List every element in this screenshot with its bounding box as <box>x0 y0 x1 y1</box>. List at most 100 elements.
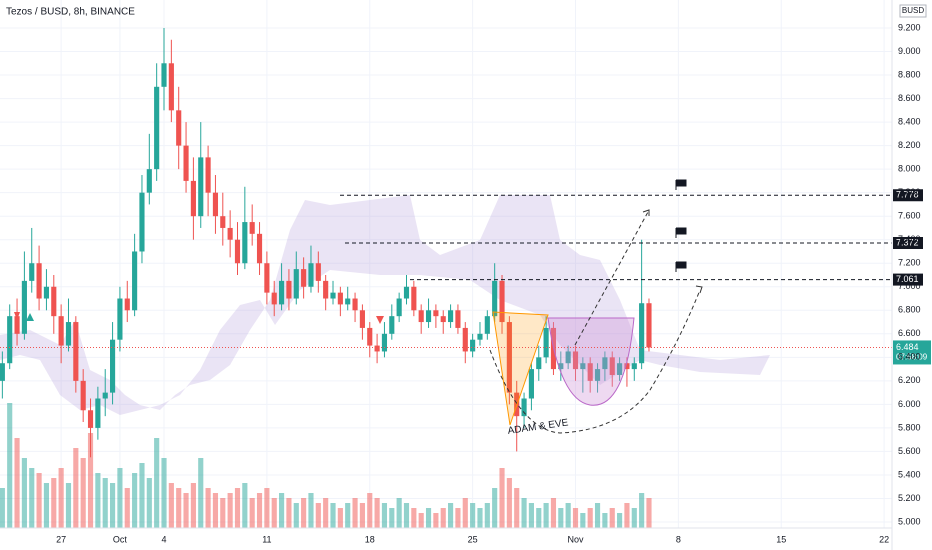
volume-bar <box>212 493 219 528</box>
volume-bar <box>543 503 549 528</box>
candle-body <box>7 316 13 364</box>
volume-bar <box>580 513 586 528</box>
candle-body <box>110 339 116 393</box>
candle-body <box>51 286 57 317</box>
flag <box>675 179 687 190</box>
candle-body <box>227 227 233 240</box>
volume-bar <box>521 498 527 528</box>
candle-body <box>279 280 285 305</box>
y-tick-label: 8.200 <box>898 140 921 150</box>
volume-bar <box>205 488 211 528</box>
x-tick-label: 25 <box>468 534 478 544</box>
candle-body <box>132 251 138 311</box>
volume-bar <box>168 483 174 528</box>
x-tick-label: 8 <box>676 534 681 544</box>
candle-body <box>176 110 182 146</box>
candle-body <box>0 363 5 381</box>
candle-body <box>639 303 645 364</box>
flag <box>675 227 687 238</box>
candle-body <box>411 286 417 311</box>
volume-bar <box>132 473 138 528</box>
volume-bar <box>301 498 307 528</box>
volume-bar <box>462 498 468 528</box>
volume-bar <box>183 493 189 528</box>
volume-bar <box>58 468 64 528</box>
candle-body <box>367 327 373 346</box>
volume-bar <box>536 508 542 528</box>
volume-bar <box>558 508 564 528</box>
candle-body <box>506 322 512 393</box>
candle-body <box>256 233 263 264</box>
candle-body <box>286 280 292 299</box>
y-tick-label: 8.400 <box>898 116 921 126</box>
candle-body <box>315 263 321 281</box>
candle-body <box>190 180 196 217</box>
volume-bar <box>470 503 476 528</box>
candle-body <box>492 280 498 317</box>
candle-body <box>234 239 241 264</box>
candle-body <box>646 303 652 348</box>
volume-bar <box>455 508 461 528</box>
volume-bar <box>565 503 571 528</box>
volume-bar <box>110 483 116 528</box>
candle-body <box>80 380 86 411</box>
x-tick-label: Nov <box>567 534 584 544</box>
volume-bar <box>550 498 557 528</box>
volume-bar <box>29 468 35 528</box>
last-price-label: 6.484 <box>896 342 919 352</box>
candle-body <box>587 363 593 381</box>
candle-body <box>543 327 549 358</box>
candle-body <box>609 357 615 375</box>
cup-drawing <box>547 317 635 406</box>
volume-bar <box>352 498 358 528</box>
volume-bar <box>484 503 490 528</box>
volume-bar <box>95 473 101 528</box>
y-tick-label: 6.600 <box>898 328 921 338</box>
y-tick-label: 7.600 <box>898 211 921 221</box>
volume-bar <box>87 433 94 528</box>
x-tick-label: Oct <box>113 534 128 544</box>
volume-bar <box>572 508 579 528</box>
volume-bar <box>330 503 336 528</box>
signal-down <box>14 312 20 320</box>
volume-bar <box>433 513 439 528</box>
candle-body <box>212 192 219 217</box>
candle-body <box>425 310 432 323</box>
volume-bar <box>506 478 512 528</box>
y-tick-label: 6.400 <box>898 352 921 362</box>
volume-bar <box>418 513 424 528</box>
volume-bar <box>337 508 343 528</box>
level-label: 7.061 <box>896 274 919 284</box>
candle-body <box>477 333 483 340</box>
volume-bar <box>14 438 20 528</box>
candle-body <box>220 216 226 228</box>
volume-bar <box>80 458 86 528</box>
volume-bar <box>594 503 601 528</box>
volume-bar <box>492 488 498 528</box>
candle-body <box>352 298 358 311</box>
candle-body <box>565 351 571 364</box>
volume-bar <box>293 503 299 528</box>
volume-bar <box>514 488 520 528</box>
volume <box>0 403 652 528</box>
candle-body <box>293 269 299 299</box>
last-price-box <box>893 340 931 365</box>
volume-bar <box>587 508 593 528</box>
volume-bar <box>249 498 255 528</box>
candle-body <box>403 286 410 299</box>
flags <box>675 179 687 272</box>
volume-bar <box>161 458 167 528</box>
x-tick-label: 27 <box>56 534 66 544</box>
candle-body <box>470 339 476 352</box>
volume-bar <box>315 503 321 528</box>
volume-bar <box>617 513 623 528</box>
volume-bar <box>176 488 182 528</box>
candle-body <box>249 222 255 234</box>
volume-bar <box>65 483 72 528</box>
y-tick-label: 9.200 <box>898 22 921 32</box>
candle-body <box>418 310 424 323</box>
x-tick-label: 22 <box>879 534 889 544</box>
candle-body <box>117 298 123 340</box>
candle-body <box>95 398 101 428</box>
